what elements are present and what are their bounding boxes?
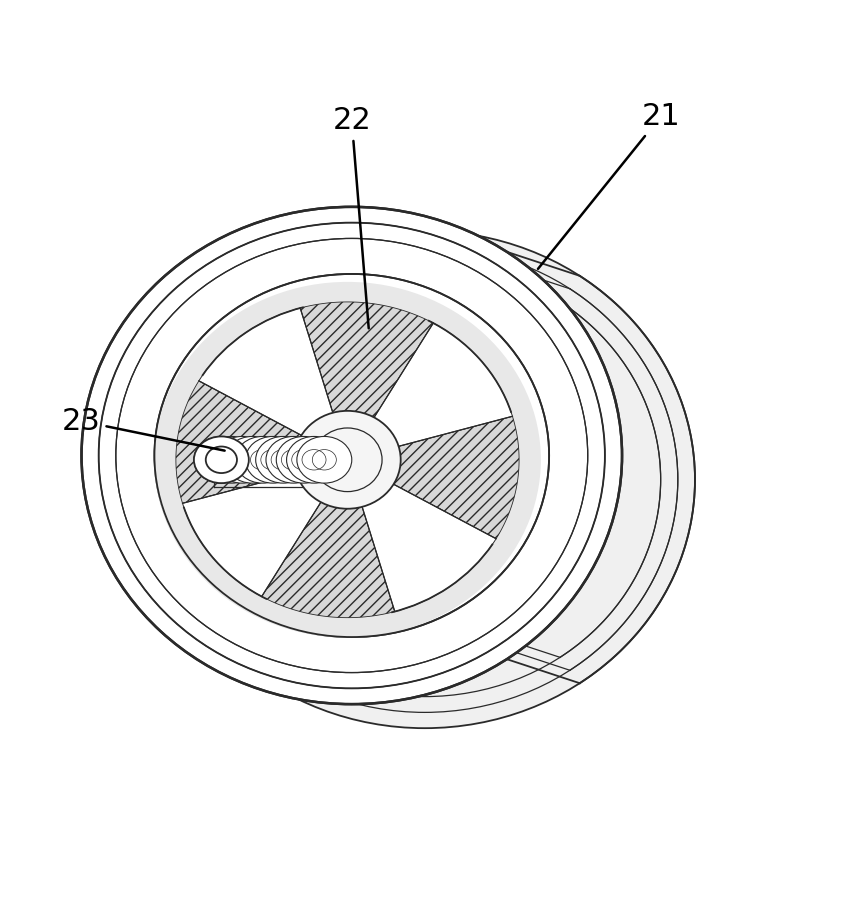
Ellipse shape (154, 281, 541, 638)
Polygon shape (183, 460, 347, 597)
Ellipse shape (276, 436, 331, 483)
Polygon shape (176, 381, 347, 503)
Ellipse shape (225, 436, 280, 483)
Text: 22: 22 (332, 107, 372, 328)
Ellipse shape (82, 207, 622, 704)
Polygon shape (347, 460, 496, 611)
Text: 21: 21 (538, 102, 680, 269)
Ellipse shape (294, 411, 401, 508)
Ellipse shape (214, 436, 269, 483)
Ellipse shape (287, 436, 341, 483)
Polygon shape (300, 302, 433, 460)
Ellipse shape (194, 436, 249, 483)
Ellipse shape (297, 436, 352, 483)
Polygon shape (199, 308, 347, 460)
Ellipse shape (154, 274, 549, 637)
Ellipse shape (206, 446, 237, 473)
Ellipse shape (154, 230, 695, 728)
Text: 23: 23 (62, 406, 225, 451)
Polygon shape (262, 460, 395, 618)
Ellipse shape (245, 436, 300, 483)
Polygon shape (214, 441, 369, 478)
Ellipse shape (204, 436, 259, 483)
Ellipse shape (256, 436, 311, 483)
Polygon shape (347, 416, 519, 538)
Ellipse shape (194, 436, 249, 483)
Polygon shape (347, 323, 512, 460)
Ellipse shape (235, 436, 290, 483)
Ellipse shape (266, 436, 321, 483)
